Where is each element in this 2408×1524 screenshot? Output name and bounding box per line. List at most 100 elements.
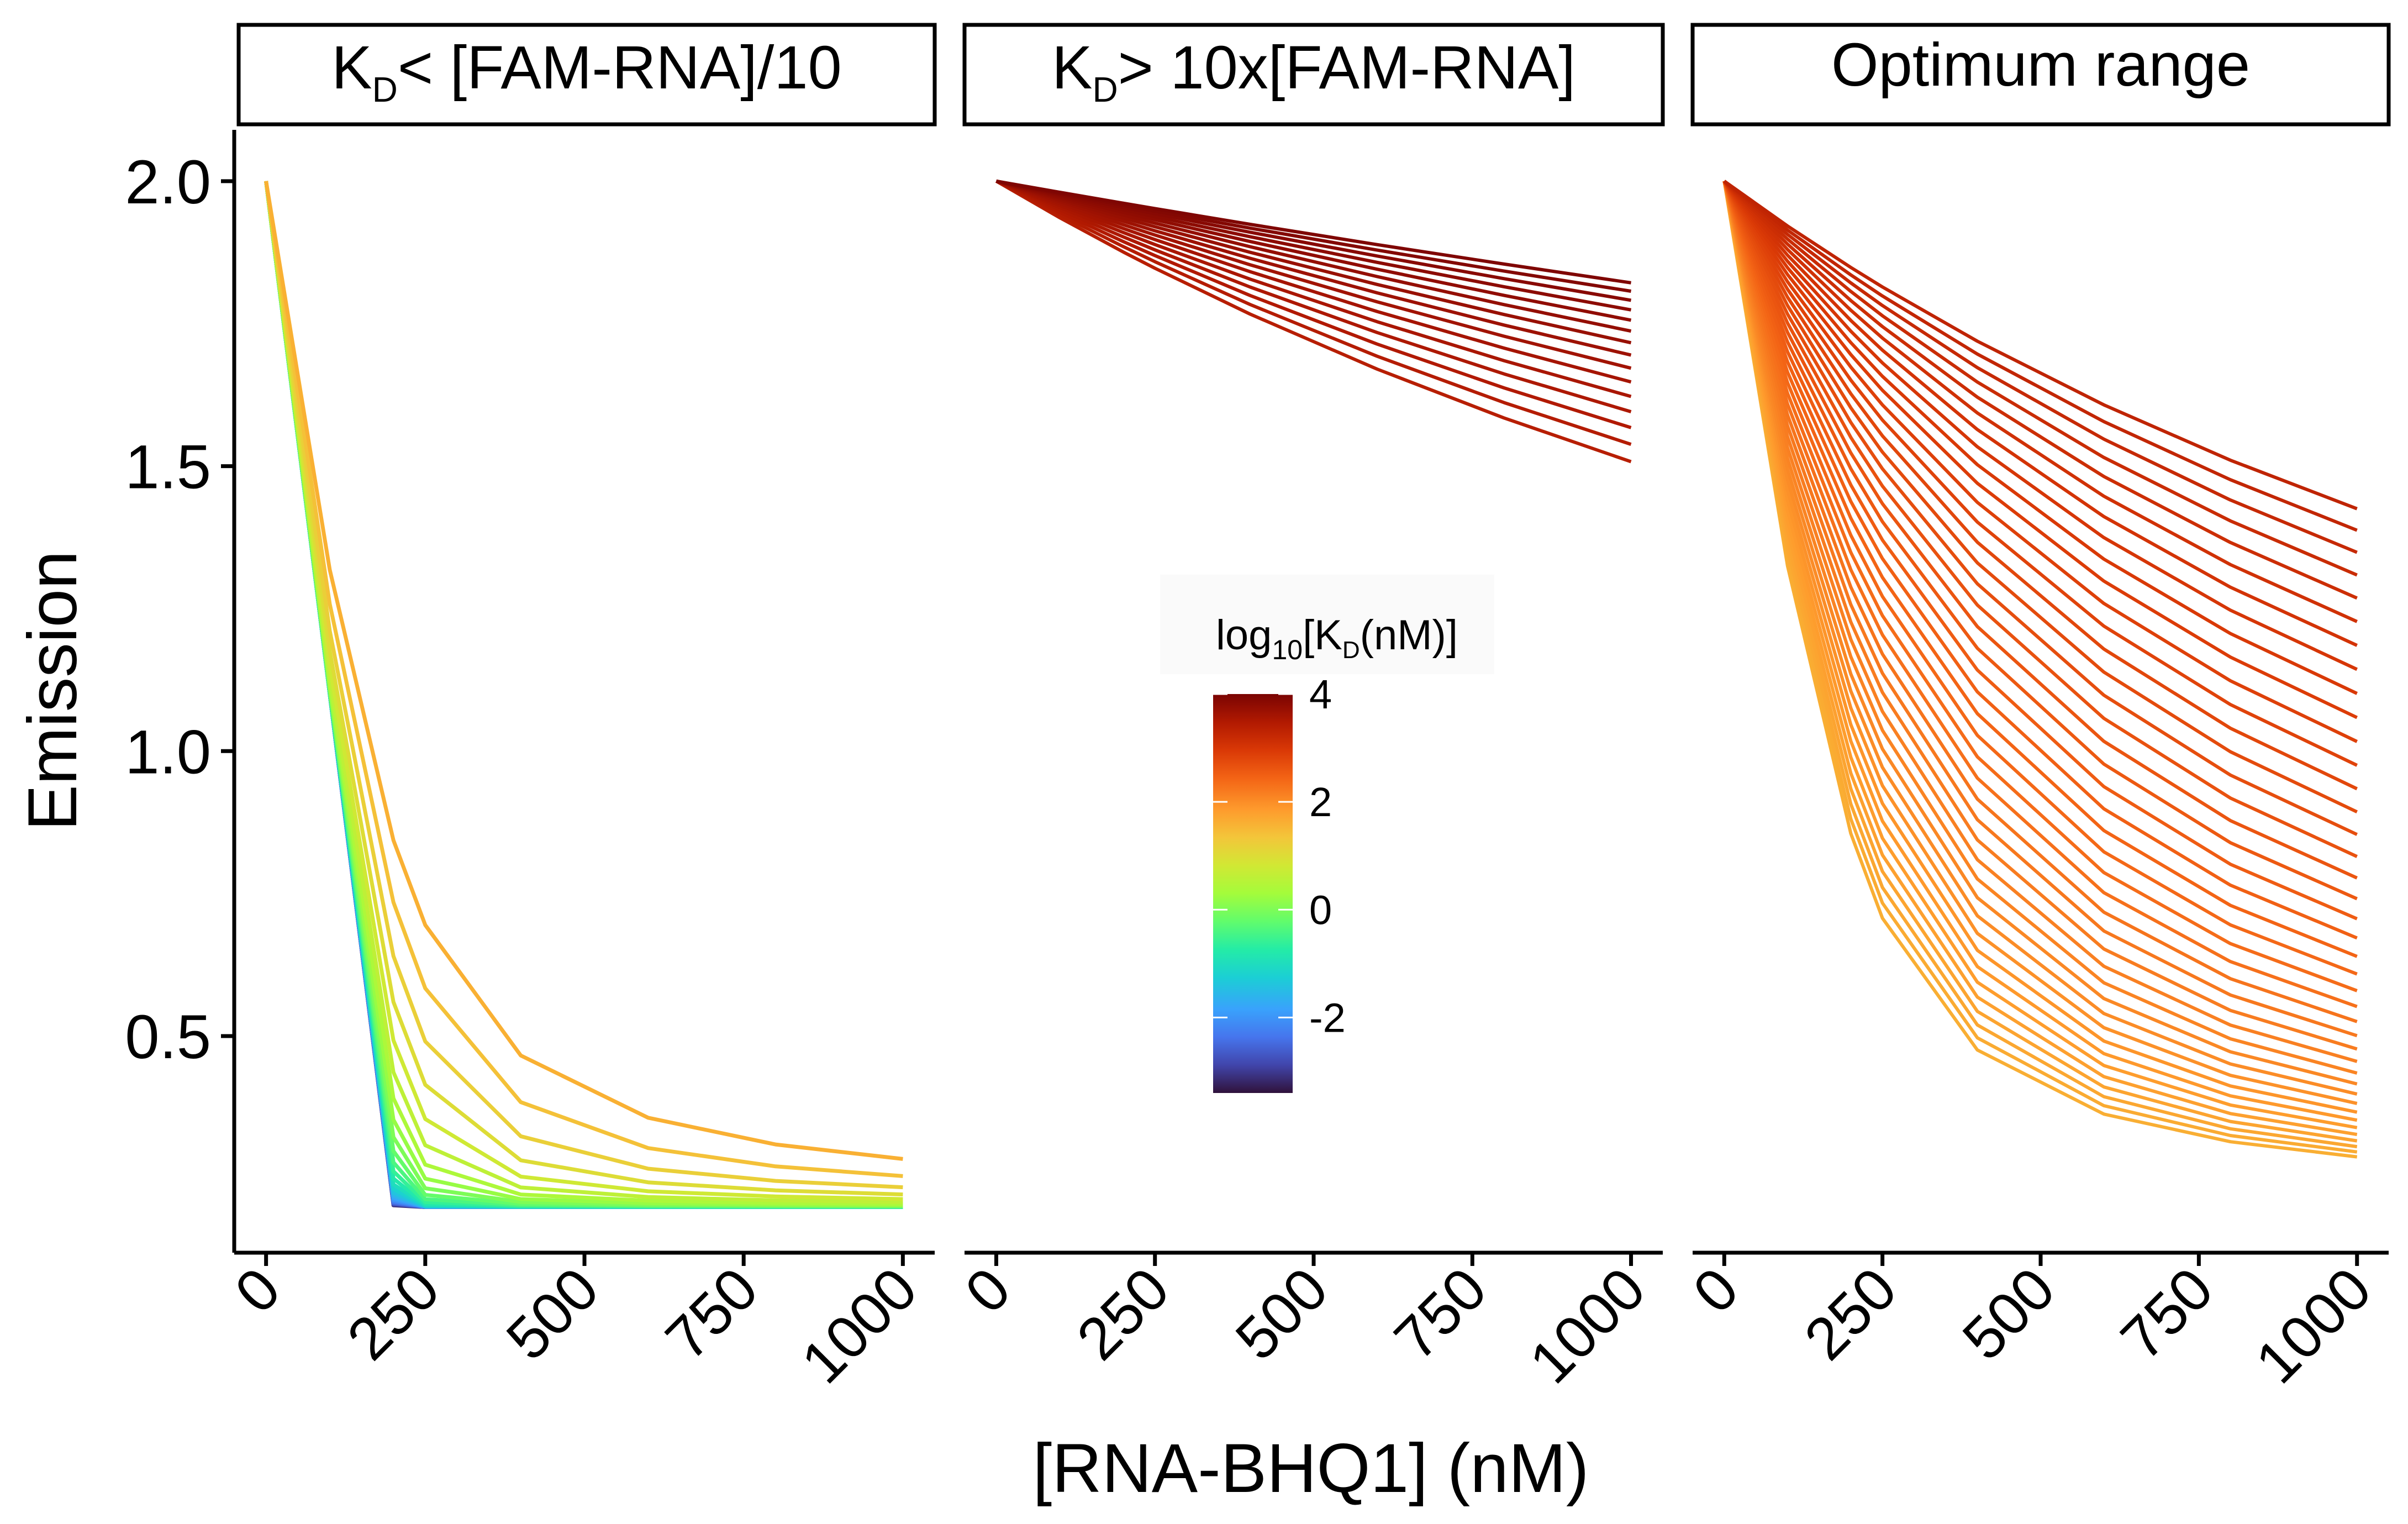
series-line [1722, 181, 2358, 1137]
series-line [1723, 180, 2358, 532]
series-line [1722, 180, 2358, 901]
series-line [264, 181, 903, 1207]
series-line [995, 179, 1632, 370]
colorbar-legend: log10[KD(nM)] 4 2 0 -2 [1160, 575, 1494, 1093]
series-line [1723, 180, 2358, 600]
x-tick-label: 1000 [2243, 1255, 2384, 1396]
series-line [1722, 181, 2358, 1096]
series-line [264, 181, 903, 1208]
series-line [1722, 180, 2358, 695]
x-tick-label: 1000 [788, 1255, 929, 1396]
series-line [264, 181, 903, 1209]
series-line [995, 179, 1632, 345]
series-line [1722, 180, 2358, 814]
x-tick-label: 500 [493, 1255, 611, 1373]
series-line [1722, 180, 2358, 976]
series-line [264, 181, 903, 1209]
colorbar-gradient [1213, 694, 1293, 1093]
series-line [995, 179, 1632, 384]
series-line [1722, 180, 2358, 743]
series-line [1723, 180, 2358, 623]
panel-2-lines [995, 179, 1632, 464]
x-tick-label: 250 [1791, 1255, 1909, 1373]
series-line [264, 181, 903, 1209]
series-line [1723, 180, 2358, 511]
x-tick-label: 500 [1223, 1255, 1340, 1373]
series-line [1723, 180, 2358, 577]
series-line [264, 181, 903, 1209]
colorbar-tick-label: 4 [1309, 671, 1332, 717]
colorbar-tick-label: -2 [1309, 995, 1346, 1040]
series-line [264, 181, 903, 1209]
x-axis-ticks: 0 250 500 750 1000 0 250 500 750 1000 0 250 500 750 10… [222, 1253, 2384, 1396]
series-line [995, 179, 1631, 285]
colorbar-ticks: 4 2 0 -2 [1213, 671, 1346, 1040]
series-line [264, 181, 903, 1209]
series-line [1722, 181, 2358, 1143]
y-tick-label: 1.0 [125, 717, 211, 786]
colorbar-title: log10[KD(nM)] [1216, 612, 1458, 665]
panel-3-lines [1722, 180, 2358, 1159]
series-line [1722, 181, 2358, 1051]
series-line [264, 181, 903, 1209]
x-tick-label: 750 [652, 1255, 770, 1373]
series-line [1722, 181, 2358, 1154]
series-line [1722, 180, 2358, 992]
colorbar-tick-label: 0 [1309, 887, 1332, 933]
series-line [264, 181, 903, 1178]
facet-strip-1: KD< [FAM-RNA]/10 [236, 23, 937, 127]
series-line [1722, 181, 2358, 1114]
panel-1-lines [264, 181, 903, 1209]
y-axis-title: Emission [14, 550, 91, 831]
x-tick-label: 0 [222, 1255, 293, 1326]
series-line [995, 180, 1632, 464]
facet-strip-3-label: Optimum range [1831, 31, 2250, 99]
x-tick-label: 250 [1064, 1255, 1182, 1373]
series-line [1722, 181, 2358, 1149]
series-line [1722, 180, 2358, 767]
series-line [1722, 180, 2358, 791]
series-line [1722, 181, 2358, 1023]
x-tick-label: 250 [334, 1255, 452, 1373]
series-line [1722, 181, 2358, 1105]
series-line [264, 181, 903, 1209]
series-line [1722, 181, 2358, 1063]
series-line [264, 181, 903, 1190]
series-line [264, 181, 903, 1209]
series-line [1722, 181, 2358, 1075]
y-tick-label: 2.0 [125, 148, 211, 217]
series-line [995, 180, 1632, 413]
x-tick-label: 0 [952, 1255, 1023, 1326]
series-line [264, 181, 903, 1201]
y-tick-label: 0.5 [125, 1002, 211, 1071]
series-line [1722, 181, 2358, 1129]
series-line [1722, 180, 2358, 880]
facet-strip-3: Optimum range [1690, 23, 2391, 127]
series-line [1722, 181, 2358, 1038]
x-tick-label: 750 [2108, 1255, 2226, 1373]
series-line [264, 181, 903, 1161]
series-line [1722, 180, 2358, 671]
x-tick-label: 0 [1680, 1255, 1751, 1326]
facet-strip-2: KD> 10x[FAM-RNA] [962, 23, 1665, 127]
series-line [1722, 180, 2358, 1008]
series-line [264, 181, 903, 1208]
series-line [1722, 180, 2358, 921]
series-line [1722, 181, 2358, 1159]
colorbar-tick-label: 2 [1309, 779, 1332, 825]
series-line [995, 180, 1632, 446]
x-axis-title: [RNA-BHQ1] (nM) [1032, 1430, 1589, 1507]
series-line [1722, 180, 2358, 836]
series-line [995, 180, 1632, 398]
x-tick-label: 750 [1382, 1255, 1499, 1373]
series-line [1723, 180, 2358, 647]
x-tick-label: 500 [1949, 1255, 2067, 1373]
series-line [264, 181, 903, 1209]
x-tick-label: 1000 [1516, 1255, 1657, 1396]
series-line [264, 181, 903, 1209]
facet-strip-2-label: KD> 10x[FAM-RNA] [1052, 34, 1576, 109]
series-line [1722, 181, 2358, 1122]
series-line [1722, 181, 2358, 1086]
series-line [264, 181, 903, 1197]
series-line [264, 181, 903, 1209]
